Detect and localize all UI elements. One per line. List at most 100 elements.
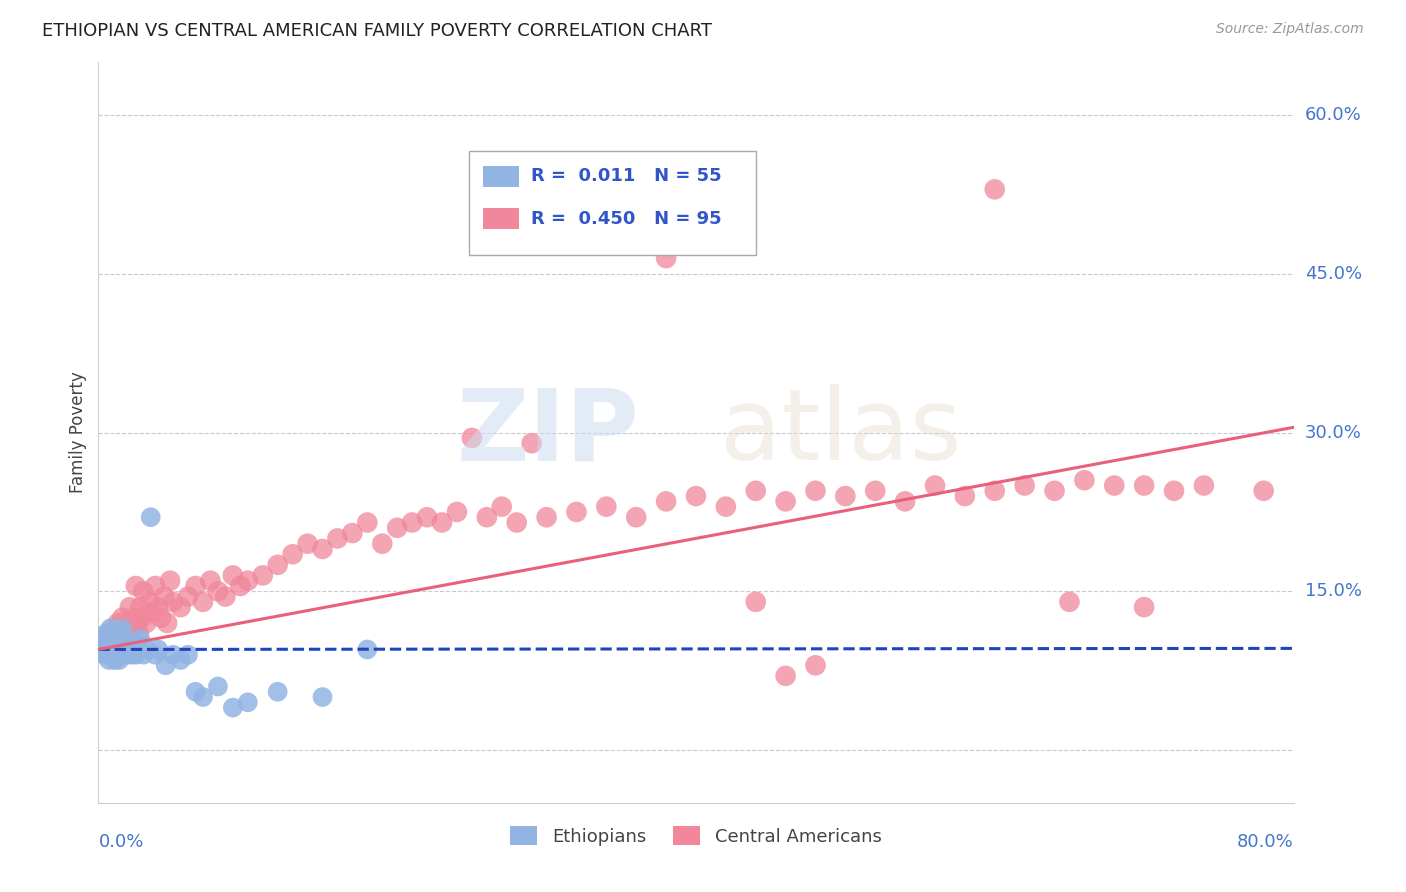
Text: ETHIOPIAN VS CENTRAL AMERICAN FAMILY POVERTY CORRELATION CHART: ETHIOPIAN VS CENTRAL AMERICAN FAMILY POV… bbox=[42, 22, 713, 40]
Point bbox=[129, 632, 152, 646]
Text: ZIP: ZIP bbox=[457, 384, 640, 481]
Point bbox=[1059, 595, 1081, 609]
Point bbox=[655, 494, 678, 508]
Point bbox=[139, 510, 162, 524]
Point bbox=[98, 621, 122, 635]
Point bbox=[595, 500, 617, 514]
Point bbox=[162, 595, 184, 609]
Point bbox=[311, 690, 333, 704]
Point bbox=[207, 680, 229, 694]
Point bbox=[252, 568, 274, 582]
Point bbox=[105, 642, 128, 657]
Legend: Ethiopians, Central Americans: Ethiopians, Central Americans bbox=[510, 826, 882, 846]
Point bbox=[91, 632, 114, 646]
Point bbox=[96, 642, 118, 657]
Point bbox=[184, 579, 207, 593]
Point bbox=[297, 537, 319, 551]
Point bbox=[153, 590, 176, 604]
Point bbox=[101, 626, 124, 640]
Point bbox=[110, 637, 132, 651]
Point bbox=[115, 648, 138, 662]
Point bbox=[371, 537, 394, 551]
Point bbox=[110, 626, 132, 640]
FancyBboxPatch shape bbox=[470, 152, 756, 255]
Text: R =  0.450   N = 95: R = 0.450 N = 95 bbox=[531, 210, 721, 227]
Point bbox=[115, 632, 138, 646]
Point bbox=[1133, 478, 1156, 492]
Point bbox=[177, 648, 200, 662]
Point bbox=[125, 648, 148, 662]
Point bbox=[118, 637, 141, 651]
Point bbox=[131, 611, 153, 625]
Point bbox=[124, 611, 146, 625]
Point bbox=[236, 695, 259, 709]
Point bbox=[326, 532, 349, 546]
Point bbox=[148, 642, 170, 657]
Point bbox=[281, 547, 304, 561]
Point bbox=[924, 478, 946, 492]
Point bbox=[112, 642, 135, 657]
Point bbox=[121, 621, 143, 635]
Point bbox=[124, 637, 146, 651]
Point bbox=[984, 483, 1007, 498]
Point bbox=[461, 431, 484, 445]
Point bbox=[104, 653, 127, 667]
Point bbox=[714, 500, 737, 514]
Point bbox=[184, 685, 207, 699]
Point bbox=[135, 642, 157, 657]
Point bbox=[1073, 473, 1095, 487]
Point bbox=[127, 615, 149, 630]
Point bbox=[1253, 483, 1275, 498]
Point bbox=[111, 621, 134, 635]
Point bbox=[108, 653, 131, 667]
Point bbox=[953, 489, 976, 503]
Point bbox=[1043, 483, 1066, 498]
Point bbox=[222, 568, 245, 582]
Point bbox=[626, 510, 648, 524]
Point bbox=[132, 584, 155, 599]
Point bbox=[229, 579, 252, 593]
Point bbox=[103, 642, 125, 657]
Point bbox=[143, 648, 166, 662]
Point bbox=[128, 637, 150, 651]
Point bbox=[117, 642, 139, 657]
Point bbox=[150, 611, 173, 625]
Point bbox=[267, 558, 290, 572]
Point bbox=[536, 510, 558, 524]
Point bbox=[311, 541, 333, 556]
Point bbox=[90, 642, 112, 657]
Point bbox=[111, 648, 134, 662]
Point bbox=[775, 669, 797, 683]
Point bbox=[105, 637, 128, 651]
FancyBboxPatch shape bbox=[484, 209, 519, 229]
Point bbox=[267, 685, 290, 699]
Point bbox=[148, 600, 170, 615]
Point bbox=[128, 626, 150, 640]
Point bbox=[108, 642, 131, 657]
Text: 15.0%: 15.0% bbox=[1305, 582, 1361, 600]
Text: 30.0%: 30.0% bbox=[1305, 424, 1361, 442]
Text: R =  0.011   N = 55: R = 0.011 N = 55 bbox=[531, 168, 721, 186]
Point bbox=[105, 626, 128, 640]
Point bbox=[506, 516, 529, 530]
Point bbox=[745, 595, 768, 609]
Point bbox=[214, 590, 236, 604]
Point bbox=[121, 642, 143, 657]
Point bbox=[125, 579, 148, 593]
Point bbox=[93, 648, 115, 662]
Point bbox=[159, 574, 181, 588]
Point bbox=[401, 516, 423, 530]
Point bbox=[1133, 600, 1156, 615]
Point bbox=[104, 637, 127, 651]
Point bbox=[111, 611, 134, 625]
Y-axis label: Family Poverty: Family Poverty bbox=[69, 372, 87, 493]
Point bbox=[141, 606, 163, 620]
Point bbox=[107, 632, 129, 646]
Point bbox=[104, 621, 127, 635]
Point bbox=[135, 615, 157, 630]
Point bbox=[191, 690, 214, 704]
Point bbox=[1104, 478, 1126, 492]
Point bbox=[103, 626, 125, 640]
Point bbox=[685, 489, 707, 503]
Point bbox=[118, 600, 141, 615]
